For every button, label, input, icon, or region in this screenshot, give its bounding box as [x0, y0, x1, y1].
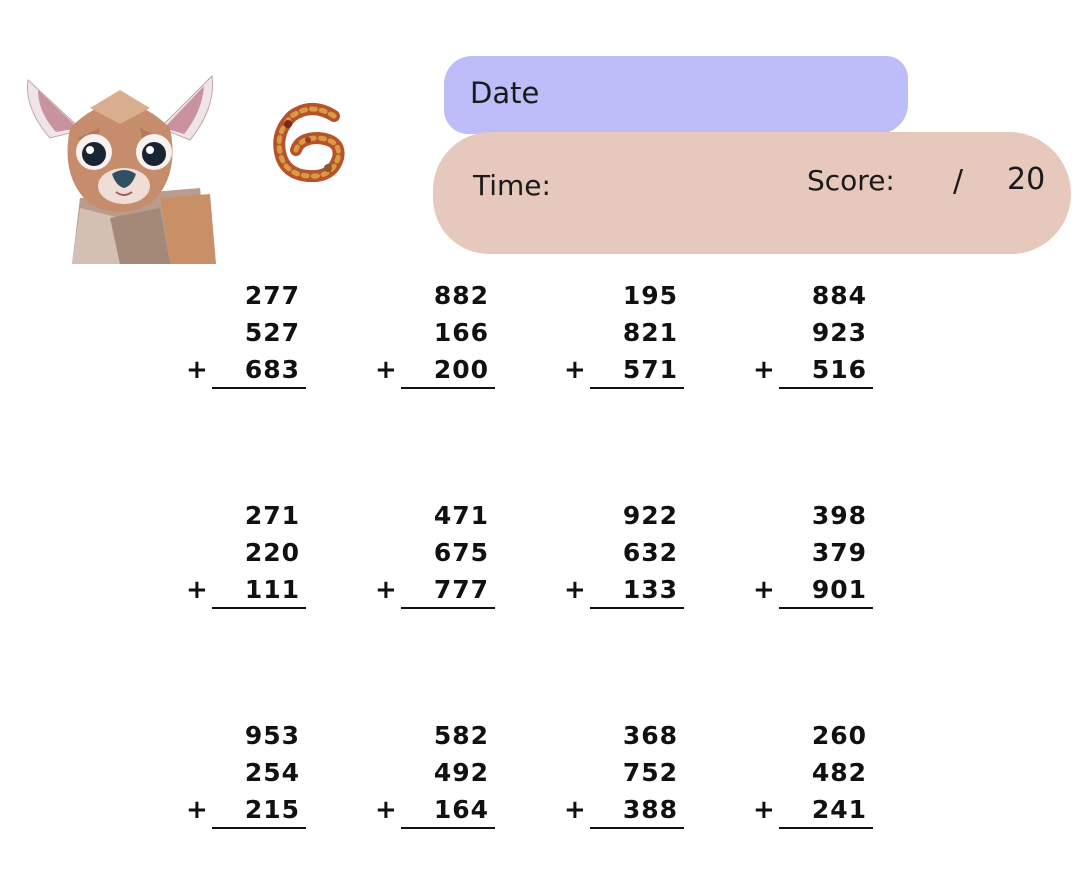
- addend-3: 901: [811, 575, 867, 604]
- score-total: 20: [1007, 162, 1046, 197]
- addend-2: 821: [622, 318, 678, 347]
- addend-3: 200: [433, 355, 489, 384]
- plus-sign: +: [564, 795, 586, 825]
- addend-3: 388: [622, 795, 678, 824]
- addend-1: 271: [244, 501, 300, 530]
- plus-sign: +: [564, 355, 586, 385]
- addition-problem[interactable]: 582 492 + 164: [375, 721, 495, 841]
- answer-line: [779, 827, 873, 829]
- plus-sign: +: [375, 795, 397, 825]
- addition-problem[interactable]: 260 482 + 241: [753, 721, 873, 841]
- autumn-leaf-number-6: [273, 103, 345, 182]
- addend-3: 133: [622, 575, 678, 604]
- addition-problem[interactable]: 953 254 + 215: [186, 721, 306, 841]
- plus-sign: +: [375, 575, 397, 605]
- addition-problem[interactable]: 368 752 + 388: [564, 721, 684, 841]
- addend-3: 683: [244, 355, 300, 384]
- addend-1: 260: [811, 721, 867, 750]
- answer-line: [590, 827, 684, 829]
- answer-line: [401, 607, 495, 609]
- addition-problem[interactable]: 398 379 + 901: [753, 501, 873, 621]
- date-label: Date: [470, 76, 540, 110]
- addition-problem[interactable]: 271 220 + 111: [186, 501, 306, 621]
- addend-1: 277: [244, 281, 300, 310]
- answer-line: [590, 387, 684, 389]
- addend-2: 220: [244, 538, 300, 567]
- addend-2: 482: [811, 758, 867, 787]
- addend-1: 884: [811, 281, 867, 310]
- addition-problem[interactable]: 882 166 + 200: [375, 281, 495, 401]
- answer-line: [779, 607, 873, 609]
- answer-line: [212, 827, 306, 829]
- date-field[interactable]: Date: [444, 56, 908, 134]
- addend-2: 632: [622, 538, 678, 567]
- addend-1: 368: [622, 721, 678, 750]
- answer-line: [779, 387, 873, 389]
- addend-3: 571: [622, 355, 678, 384]
- plus-sign: +: [186, 795, 208, 825]
- time-score-panel: Time: Score: / 20: [433, 132, 1071, 254]
- plus-sign: +: [564, 575, 586, 605]
- addition-problem[interactable]: 195 821 + 571: [564, 281, 684, 401]
- addition-problem[interactable]: 277 527 + 683: [186, 281, 306, 401]
- addend-1: 398: [811, 501, 867, 530]
- addend-2: 752: [622, 758, 678, 787]
- addition-problem[interactable]: 884 923 + 516: [753, 281, 873, 401]
- plus-sign: +: [186, 575, 208, 605]
- addend-3: 777: [433, 575, 489, 604]
- addend-2: 379: [811, 538, 867, 567]
- addend-2: 675: [433, 538, 489, 567]
- time-label: Time:: [473, 169, 551, 202]
- deer-illustration: [26, 74, 216, 264]
- addend-1: 953: [244, 721, 300, 750]
- addend-2: 527: [244, 318, 300, 347]
- score-label: Score:: [807, 164, 895, 197]
- plus-sign: +: [375, 355, 397, 385]
- addend-1: 922: [622, 501, 678, 530]
- addend-3: 241: [811, 795, 867, 824]
- addend-1: 582: [433, 721, 489, 750]
- addend-3: 164: [433, 795, 489, 824]
- addend-3: 111: [244, 575, 300, 604]
- score-separator: /: [953, 164, 964, 199]
- plus-sign: +: [186, 355, 208, 385]
- addend-2: 166: [433, 318, 489, 347]
- addend-2: 492: [433, 758, 489, 787]
- plus-sign: +: [753, 795, 775, 825]
- answer-line: [590, 607, 684, 609]
- addend-2: 254: [244, 758, 300, 787]
- plus-sign: +: [753, 575, 775, 605]
- addend-1: 195: [622, 281, 678, 310]
- addend-3: 215: [244, 795, 300, 824]
- answer-line: [212, 387, 306, 389]
- addition-problem[interactable]: 922 632 + 133: [564, 501, 684, 621]
- answer-line: [212, 607, 306, 609]
- addend-2: 923: [811, 318, 867, 347]
- answer-line: [401, 827, 495, 829]
- addend-1: 471: [433, 501, 489, 530]
- addend-3: 516: [811, 355, 867, 384]
- addend-1: 882: [433, 281, 489, 310]
- plus-sign: +: [753, 355, 775, 385]
- addition-problem[interactable]: 471 675 + 777: [375, 501, 495, 621]
- answer-line: [401, 387, 495, 389]
